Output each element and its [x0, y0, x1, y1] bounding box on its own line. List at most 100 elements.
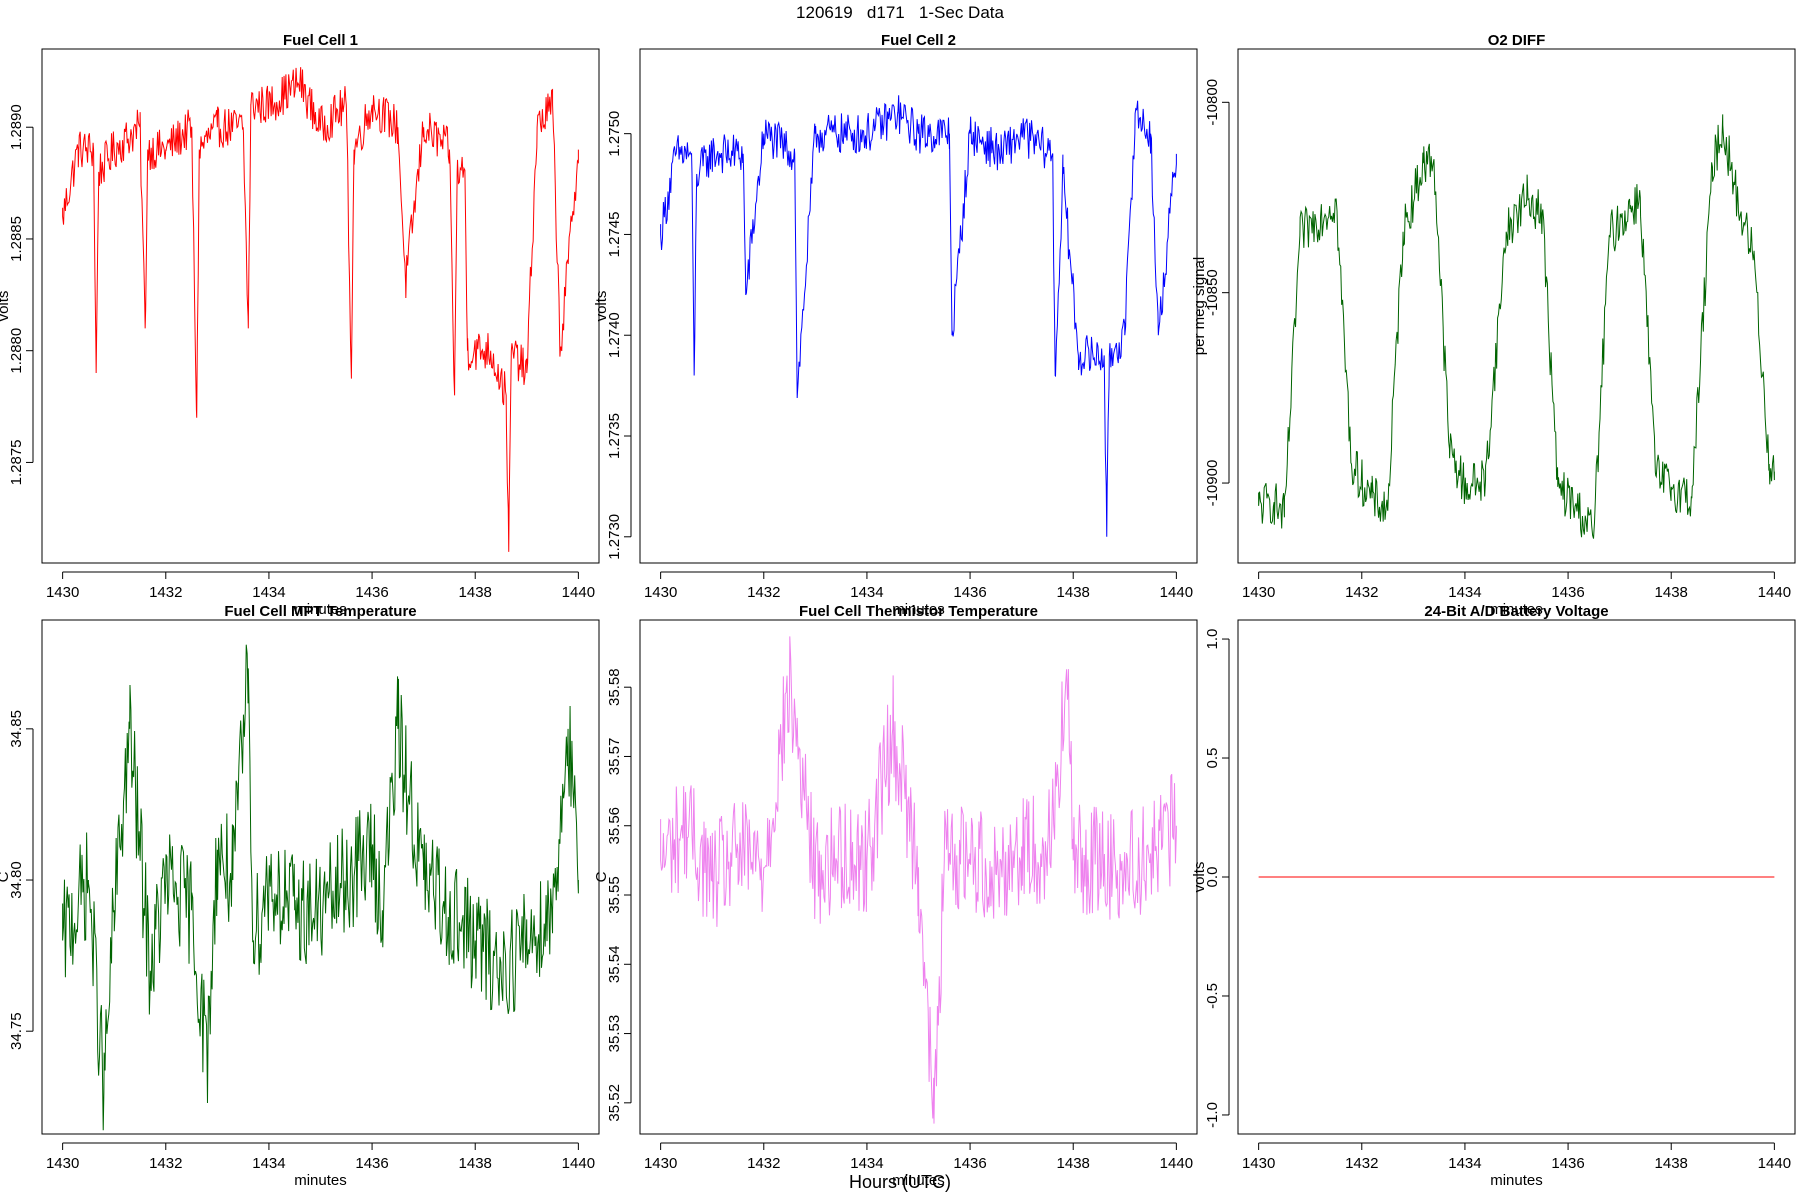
y-tick-label: 34.85	[8, 710, 25, 748]
x-tick-label: 1432	[149, 584, 182, 601]
x-tick-label: 1438	[1057, 1155, 1090, 1172]
x-tick-label: 1434	[850, 584, 883, 601]
x-tick-label: 1432	[747, 584, 780, 601]
x-axis: 1430 1432 1434 1436 1438 1440 minutes	[644, 1142, 1193, 1189]
series-line	[660, 95, 1177, 537]
y-axis: -10900 -10850 -10800 per meg signal	[1191, 79, 1230, 507]
x-tick-label: 1440	[1160, 1155, 1193, 1172]
y-tick-label: -10900	[1204, 460, 1221, 507]
x-tick-label: 1440	[562, 1155, 595, 1172]
series-line	[62, 644, 579, 1131]
y-tick-label: 1.2890	[8, 104, 25, 150]
y-axis-label: volts	[593, 291, 610, 322]
x-tick-label: 1430	[1242, 1155, 1275, 1172]
plot-frame	[639, 619, 1198, 1135]
y-axis-label: volts	[1191, 862, 1208, 893]
y-axis: -1.0 -0.5 0.0 0.5 1.0 volts	[1191, 629, 1230, 1128]
panel-title: O2 DIFF	[1488, 32, 1546, 49]
panel-fc2: Fuel Cell 2 1430 1432 1434 1436 1438 1440 minut…	[593, 32, 1198, 618]
x-axis: 1430 1432 1434 1436 1438 1440 minutes	[46, 571, 595, 618]
y-axis: 35.52 35.53 35.54 35.55 35.56 35.57 35.58 C	[593, 668, 632, 1122]
plot-frame	[41, 48, 600, 564]
x-tick-label: 1432	[747, 1155, 780, 1172]
x-tick-label: 1440	[1160, 584, 1193, 601]
panel-mpt: Fuel Cell MPT Temperature 1430 1432 1434 143…	[0, 603, 600, 1189]
panel-title: Fuel Cell Thermistor Temperature	[799, 603, 1038, 620]
panel-title: Fuel Cell MPT Temperature	[224, 603, 416, 620]
panel-title: Fuel Cell 1	[283, 32, 358, 49]
y-tick-label: 34.80	[8, 861, 25, 899]
x-tick-label: 1430	[46, 584, 79, 601]
x-tick-label: 1434	[1448, 1155, 1481, 1172]
y-tick-label: 0.0	[1204, 867, 1221, 888]
panel-o2: O2 DIFF 1430 1432 1434 1436 1438 1440 minutes -1…	[1191, 32, 1796, 618]
y-tick-label: 1.2880	[8, 328, 25, 374]
y-axis-label: C	[0, 871, 12, 882]
series-line	[1258, 114, 1775, 539]
y-tick-label: 35.57	[606, 738, 623, 776]
y-tick-label: -10800	[1204, 79, 1221, 126]
x-tick-label: 1438	[1057, 584, 1090, 601]
y-axis-label: C	[593, 871, 610, 882]
figure-title: 120619 d171 1-Sec Data	[796, 3, 1004, 22]
x-axis: 1430 1432 1434 1436 1438 1440 minutes	[644, 571, 1193, 618]
x-axis: 1430 1432 1434 1436 1438 1440 minutes	[46, 1142, 595, 1189]
y-tick-label: 34.75	[8, 1012, 25, 1050]
y-tick-label: -0.5	[1204, 983, 1221, 1009]
chart-panels: Fuel Cell 1 1430 1432 1434 1436 1438 1440 minut…	[0, 32, 1796, 1189]
y-tick-label: 1.2885	[8, 216, 25, 262]
panel-title: Fuel Cell 2	[881, 32, 956, 49]
y-tick-label: 35.53	[606, 1015, 623, 1053]
x-tick-label: 1440	[1758, 584, 1791, 601]
series-line	[660, 636, 1177, 1124]
x-tick-label: 1432	[1345, 1155, 1378, 1172]
plot-frame	[1237, 619, 1796, 1135]
panel-title: 24-Bit A/D Battery Voltage	[1424, 603, 1608, 620]
panel-fc1: Fuel Cell 1 1430 1432 1434 1436 1438 1440 minut…	[0, 32, 600, 618]
x-tick-label: 1436	[1551, 1155, 1584, 1172]
x-axis-label: minutes	[294, 1172, 347, 1189]
series-line	[62, 67, 579, 552]
x-tick-label: 1438	[1655, 584, 1688, 601]
y-tick-label: -1.0	[1204, 1102, 1221, 1128]
y-tick-label: 1.2740	[606, 312, 623, 358]
y-tick-label: 1.2730	[606, 514, 623, 560]
y-tick-label: 0.5	[1204, 748, 1221, 769]
x-tick-label: 1436	[953, 1155, 986, 1172]
x-tick-label: 1434	[252, 1155, 285, 1172]
x-tick-label: 1430	[1242, 584, 1275, 601]
x-tick-label: 1438	[1655, 1155, 1688, 1172]
x-axis-label: minutes	[892, 601, 945, 618]
x-tick-label: 1436	[355, 584, 388, 601]
plot-frame	[1237, 48, 1796, 564]
y-tick-label: 1.2750	[606, 111, 623, 157]
y-tick-label: 35.55	[606, 876, 623, 914]
x-tick-label: 1430	[644, 584, 677, 601]
x-tick-label: 1434	[1448, 584, 1481, 601]
figure-xlabel: Hours (UTC)	[849, 1172, 951, 1192]
y-axis: 1.2730 1.2735 1.2740 1.2745 1.2750 volts	[593, 111, 632, 560]
x-tick-label: 1440	[562, 584, 595, 601]
x-tick-label: 1434	[850, 1155, 883, 1172]
x-tick-label: 1438	[459, 1155, 492, 1172]
y-axis-label: per meg signal	[1191, 257, 1208, 355]
x-tick-label: 1436	[953, 584, 986, 601]
y-tick-label: 35.52	[606, 1084, 623, 1122]
x-axis-label: minutes	[892, 1172, 945, 1189]
x-tick-label: 1432	[149, 1155, 182, 1172]
y-tick-label: 1.2745	[606, 211, 623, 257]
plot-frame	[41, 619, 600, 1135]
y-tick-label: -10850	[1204, 269, 1221, 316]
x-tick-label: 1432	[1345, 584, 1378, 601]
x-tick-label: 1430	[644, 1155, 677, 1172]
y-axis-label: volts	[0, 291, 12, 322]
x-tick-label: 1438	[459, 584, 492, 601]
y-tick-label: 1.2875	[8, 439, 25, 485]
y-tick-label: 1.2735	[606, 413, 623, 459]
x-axis: 1430 1432 1434 1436 1438 1440 minutes	[1242, 1142, 1791, 1189]
x-axis-label: minutes	[1490, 1172, 1543, 1189]
x-tick-label: 1440	[1758, 1155, 1791, 1172]
x-tick-label: 1430	[46, 1155, 79, 1172]
